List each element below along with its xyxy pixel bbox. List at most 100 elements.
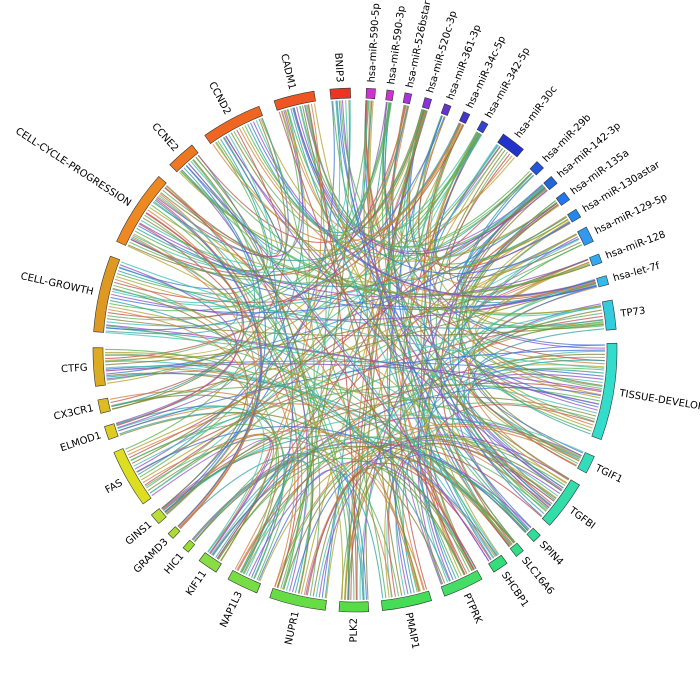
segment-label: PLK2 (349, 618, 360, 643)
ribbon-link (142, 430, 496, 558)
segment-label: NUPR1 (283, 610, 301, 646)
segment-label: CELL-GROWTH (20, 271, 95, 298)
segment-arc (459, 111, 471, 124)
segment-layer (92, 87, 618, 613)
segment-arc (182, 539, 196, 553)
ribbon-link (111, 167, 255, 408)
ribbon-link (211, 460, 310, 591)
ribbon-link (151, 204, 350, 600)
ribbon-link (116, 212, 245, 427)
ribbon-link (115, 264, 238, 424)
ribbon-link (105, 365, 512, 546)
ribbon-link (332, 100, 428, 229)
ribbon-link (158, 194, 365, 600)
segment-arc (543, 175, 558, 191)
ribbon-link (118, 349, 606, 432)
ribbon-link (241, 126, 558, 262)
ribbon-link (119, 412, 364, 600)
ribbon-link (451, 367, 605, 543)
ribbon-link (400, 133, 482, 590)
segment-arc (602, 299, 617, 331)
ribbon-link (105, 305, 232, 362)
segment-label: hsa-let-7f (612, 261, 661, 284)
segment-label: HIC1 (163, 551, 187, 576)
ribbon-link (324, 102, 391, 599)
segment-label: hsa-miR-30c (513, 84, 559, 140)
segment-label: GINS1 (124, 519, 155, 547)
ribbon-link (293, 107, 579, 275)
ribbon-link (321, 474, 350, 600)
ribbon-link (162, 382, 602, 511)
segment-arc (577, 226, 594, 246)
segment-arc (440, 103, 452, 116)
ribbon-link (278, 111, 475, 571)
ribbon-link (138, 223, 299, 588)
segment-arc (488, 554, 508, 573)
segment-label: hsa-miR-590-3p (386, 5, 408, 85)
segment-label: CADM1 (278, 53, 297, 91)
segment-arc (381, 590, 432, 611)
segment-arc (567, 208, 582, 223)
ribbon-link (312, 467, 466, 597)
segment-label: TP73 (619, 306, 646, 320)
ribbon-link (195, 156, 604, 328)
segment-arc (150, 508, 167, 525)
ribbon-link (106, 133, 482, 381)
ribbon-link (105, 368, 511, 547)
ribbon-link (104, 351, 557, 499)
ribbon-link (116, 141, 268, 295)
ribbon-link (440, 186, 546, 545)
segment-arc (402, 92, 413, 105)
ribbon-link (129, 187, 546, 459)
ribbon-link (111, 284, 597, 321)
segment-arc (167, 526, 181, 539)
ribbon-link (105, 105, 407, 360)
segment-arc (596, 275, 610, 288)
ribbon-link (359, 278, 595, 600)
ribbon-link (112, 118, 287, 410)
segment-arc (589, 253, 603, 267)
ribbon-link (194, 445, 515, 544)
ribbon-link (106, 373, 527, 533)
ribbon-link (472, 368, 604, 460)
ribbon-link (191, 436, 548, 541)
ribbon-link (287, 109, 480, 237)
segment-arc (338, 601, 370, 613)
ribbon-link (149, 206, 569, 283)
ribbon-link (304, 104, 533, 248)
ribbon-link (185, 137, 282, 252)
ribbon-link (383, 102, 606, 349)
segment-label: hsa-miR-142-3p (556, 121, 624, 181)
ribbon-link (109, 102, 390, 312)
ribbon-link (345, 100, 369, 226)
ribbon-link (115, 245, 239, 308)
ribbon-link (313, 103, 511, 547)
segment-arc (198, 552, 222, 573)
ribbon-link (126, 233, 577, 453)
ribbon-link (166, 185, 420, 592)
segment-label: FAS (104, 478, 125, 496)
segment-arc (555, 191, 571, 206)
ribbon-link (409, 109, 606, 346)
ribbon-link (107, 124, 465, 319)
ribbon-link (260, 118, 515, 246)
segment-arc (269, 587, 327, 611)
segment-arc (440, 569, 483, 597)
ribbon-link (244, 125, 547, 257)
ribbon-link (427, 122, 602, 396)
ribbon-link (472, 364, 605, 466)
segment-label: TGFBI (566, 505, 597, 532)
ribbon-link (217, 457, 465, 576)
ribbon-link (152, 122, 460, 262)
ribbon-link (105, 360, 476, 570)
ribbon-link (468, 218, 601, 399)
segment-arc (365, 87, 376, 100)
ribbon-link (386, 350, 606, 598)
segment-label: hsa-miR-590-5p (366, 3, 382, 83)
ribbon-link (448, 153, 596, 301)
ribbon-link (233, 109, 424, 236)
segment-arc (104, 423, 119, 440)
segment-arc (116, 175, 167, 246)
